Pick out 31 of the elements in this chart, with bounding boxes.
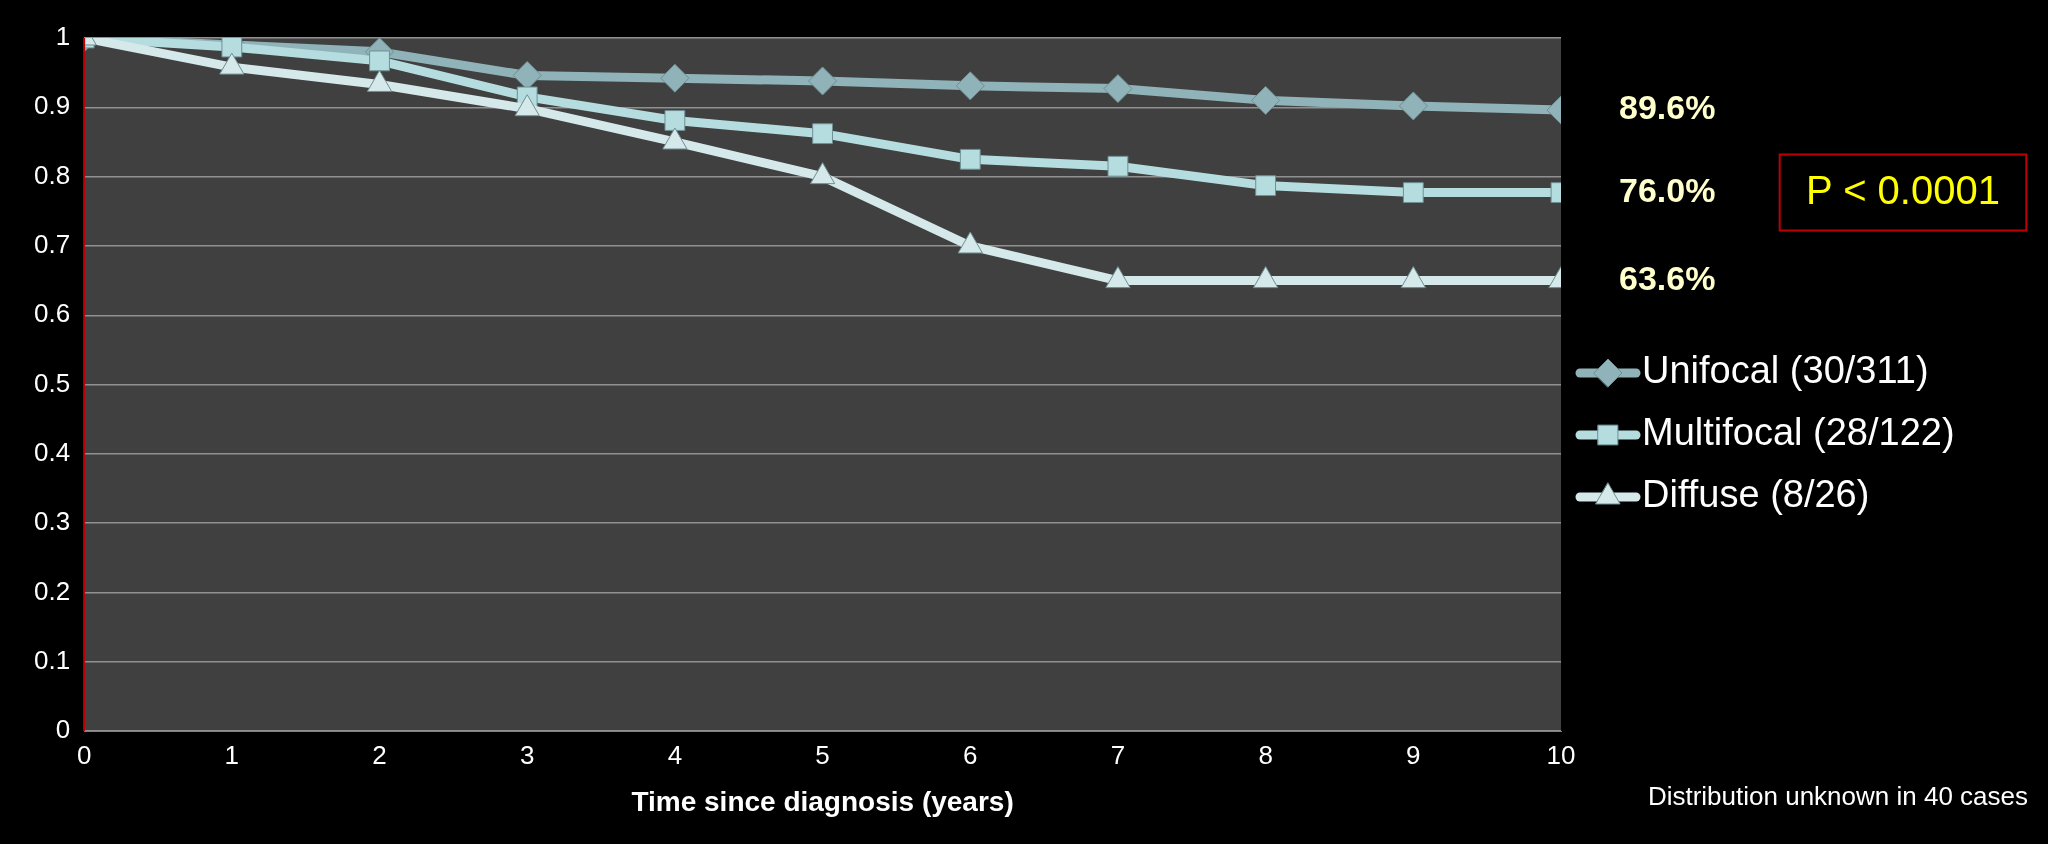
y-tick-label: 0.9 <box>33 90 71 121</box>
text: 63.6% <box>1619 258 1716 297</box>
y-tick-label: 0.3 <box>33 506 71 537</box>
x-tick-label: 0 <box>76 739 92 770</box>
x-tick-label: 1 <box>224 739 240 770</box>
legend-label: Multifocal (28/122) <box>1642 411 1955 454</box>
y-tick-label: 0.2 <box>33 575 71 606</box>
x-tick-label: 2 <box>372 739 387 770</box>
x-axis-title: Time since diagnosis (years) <box>631 785 1014 817</box>
x-tick-label: 8 <box>1258 739 1273 770</box>
text: 76.0% <box>1619 170 1716 209</box>
x-tick-label: 10 <box>1546 739 1576 770</box>
y-tick-label: 0.5 <box>33 367 71 398</box>
y-tick-label: 0.1 <box>33 645 71 676</box>
y-tick-label: 0.8 <box>33 159 71 190</box>
y-tick-label: 0.6 <box>33 298 71 329</box>
legend-label: Unifocal (30/311) <box>1642 349 1929 392</box>
y-tick-label: 0 <box>55 714 71 745</box>
x-tick-label: 5 <box>815 739 830 770</box>
x-tick-label: 3 <box>519 739 535 770</box>
y-tick-label: 0.4 <box>33 437 71 468</box>
text: P < 0.0001 <box>1806 167 2000 212</box>
x-tick-label: 7 <box>1110 739 1126 770</box>
x-tick-label: 9 <box>1406 739 1421 770</box>
y-tick-label: 0.7 <box>33 229 71 260</box>
x-tick-label: 6 <box>963 739 978 770</box>
legend-label: Diffuse (8/26) <box>1642 473 1870 516</box>
y-tick-label: 1 <box>55 21 71 52</box>
x-tick-label: 4 <box>667 739 683 770</box>
text: 89.6% <box>1619 88 1716 127</box>
text: Distribution unknown in 40 cases <box>1647 781 2028 812</box>
